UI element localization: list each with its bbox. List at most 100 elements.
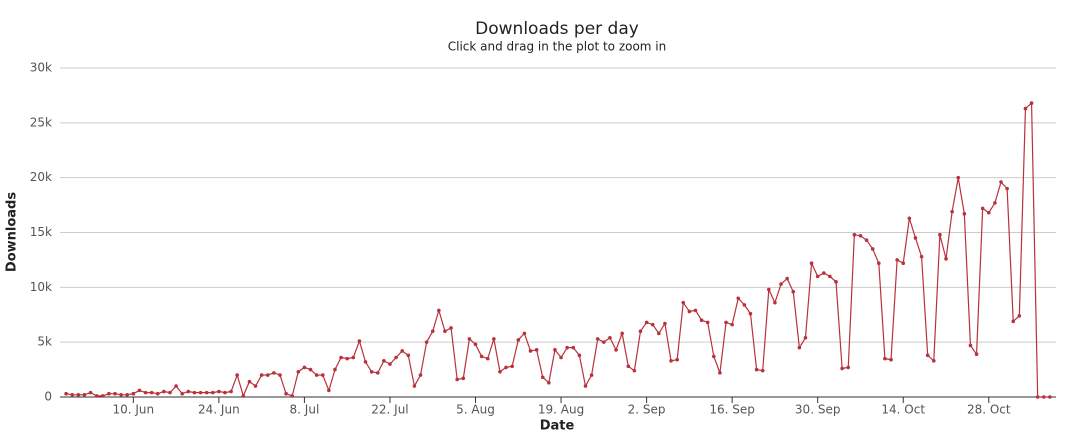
- data-point: [186, 389, 191, 394]
- data-point: [815, 274, 820, 279]
- data-point: [82, 393, 87, 397]
- data-point: [693, 308, 698, 313]
- data-point: [876, 261, 881, 266]
- data-point: [571, 345, 576, 350]
- data-point: [724, 320, 728, 325]
- data-point: [705, 320, 710, 325]
- data-point: [608, 335, 612, 340]
- data-point: [852, 232, 857, 237]
- data-point: [217, 389, 221, 394]
- data-point: [345, 356, 349, 361]
- data-point: [748, 311, 753, 316]
- data-point: [479, 354, 484, 359]
- data-point: [956, 175, 961, 180]
- data-point: [333, 367, 337, 372]
- data-point: [351, 355, 356, 360]
- data-point: [320, 373, 325, 377]
- data-point: [528, 349, 533, 353]
- data-point: [418, 373, 423, 377]
- data-point: [192, 390, 197, 395]
- data-point: [638, 329, 643, 334]
- x-tick-label: 30. Sep: [795, 403, 841, 417]
- data-point: [278, 373, 282, 377]
- data-point: [363, 360, 368, 364]
- data-point: [388, 362, 392, 366]
- data-point: [846, 365, 851, 370]
- data-point: [950, 209, 954, 214]
- data-point: [834, 280, 838, 284]
- data-point: [657, 331, 661, 336]
- data-point: [577, 353, 582, 358]
- data-point: [559, 355, 563, 360]
- data-point: [424, 340, 429, 344]
- x-tick-label: 19. Aug: [538, 403, 584, 417]
- data-point: [840, 366, 844, 371]
- data-point: [901, 261, 906, 266]
- data-point: [296, 369, 301, 374]
- data-point: [534, 348, 539, 352]
- data-point: [767, 287, 771, 292]
- data-point: [394, 355, 398, 360]
- data-point: [259, 373, 264, 377]
- data-point: [198, 390, 203, 395]
- x-tick-label: 22. Jul: [371, 403, 408, 417]
- data-point: [149, 390, 154, 395]
- data-point: [100, 394, 105, 398]
- data-line: [66, 102, 1050, 398]
- data-point: [870, 247, 875, 251]
- data-point: [913, 236, 918, 240]
- data-point: [137, 388, 142, 393]
- data-point: [980, 206, 985, 211]
- data-point: [742, 303, 747, 307]
- data-point: [773, 300, 777, 305]
- data-point: [583, 384, 588, 388]
- data-point: [64, 391, 68, 396]
- data-point: [907, 216, 912, 221]
- data-point: [822, 271, 826, 275]
- data-point: [131, 391, 136, 396]
- data-point: [504, 365, 508, 370]
- data-point: [687, 309, 692, 314]
- data-point: [632, 368, 637, 373]
- data-point: [430, 329, 435, 334]
- data-point: [999, 180, 1003, 184]
- data-point: [113, 391, 117, 396]
- data-point: [327, 388, 331, 393]
- data-point: [400, 349, 404, 353]
- data-point: [675, 357, 679, 362]
- data-point: [565, 345, 569, 350]
- data-point: [443, 329, 447, 334]
- data-point: [272, 371, 276, 375]
- x-tick-label: 2. Sep: [628, 403, 666, 417]
- y-tick-label: 30k: [30, 61, 52, 75]
- data-point: [779, 282, 783, 286]
- data-point: [107, 391, 111, 396]
- data-point: [626, 364, 631, 369]
- data-point: [162, 389, 166, 394]
- data-point: [883, 356, 887, 361]
- y-axis-title: Downloads: [5, 192, 20, 272]
- data-point: [473, 342, 478, 347]
- data-point: [644, 320, 649, 325]
- data-point: [889, 357, 893, 362]
- data-point: [210, 390, 215, 395]
- data-point: [785, 276, 789, 281]
- chart-subtitle: Click and drag in the plot to zoom in: [448, 40, 667, 54]
- data-point: [962, 212, 967, 216]
- data-point: [485, 356, 490, 361]
- y-tick-label: 25k: [30, 115, 52, 129]
- data-point: [155, 391, 160, 396]
- data-point: [339, 355, 343, 360]
- data-point: [314, 373, 319, 377]
- y-tick-label: 0: [44, 390, 52, 404]
- data-point: [302, 365, 307, 370]
- data-point: [375, 371, 380, 375]
- data-point: [229, 389, 233, 394]
- data-point: [730, 322, 734, 327]
- data-point: [223, 390, 227, 395]
- data-point: [986, 210, 991, 215]
- data-point: [718, 371, 722, 375]
- data-point: [919, 254, 924, 259]
- data-point: [614, 348, 618, 352]
